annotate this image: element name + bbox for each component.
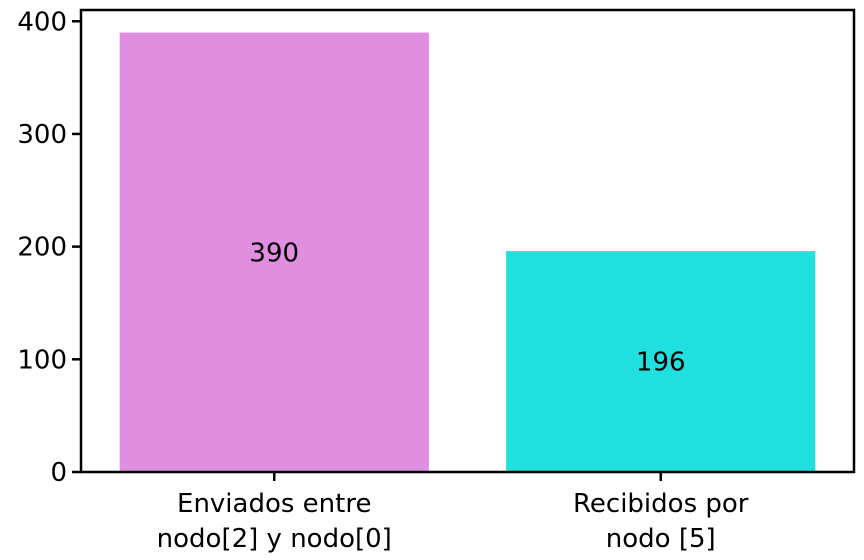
x-axis: Enviados entre nodo[2] y nodo[0] Recibidos…: [157, 472, 749, 554]
bar-value-labels: 390 196: [249, 238, 685, 377]
bar-value-label: 196: [636, 348, 686, 378]
bars-group: [119, 32, 816, 472]
bar: [119, 32, 429, 472]
y-tick-label: 300: [17, 120, 67, 150]
bar-value-label: 390: [249, 238, 299, 268]
y-tick-label: 400: [17, 7, 67, 37]
x-tick-label: Enviados entre: [177, 489, 371, 519]
y-axis: 0 100 200 300 400: [17, 7, 81, 488]
x-tick-label: nodo[2] y nodo[0]: [157, 524, 392, 554]
y-tick-label: 0: [50, 458, 67, 488]
plot-frame: [79, 8, 856, 474]
x-tick-label: Recibidos por: [573, 489, 749, 519]
x-tick-label: nodo [5]: [606, 524, 716, 554]
y-tick-label: 100: [17, 345, 67, 375]
bar: [506, 251, 816, 472]
y-tick-label: 200: [17, 233, 67, 263]
